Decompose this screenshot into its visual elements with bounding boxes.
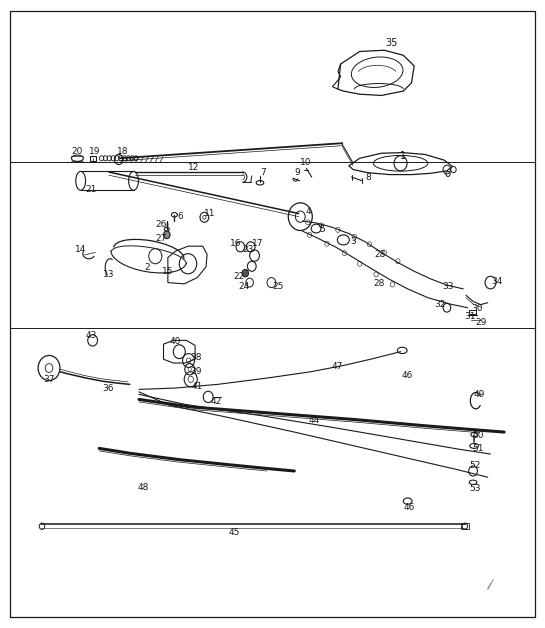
Text: 38: 38	[190, 354, 202, 362]
Text: 32: 32	[435, 300, 446, 309]
Text: 51: 51	[473, 444, 485, 453]
Text: 33: 33	[442, 283, 454, 291]
Text: 7: 7	[260, 168, 265, 176]
Text: 25: 25	[272, 282, 283, 291]
Text: 26: 26	[156, 220, 167, 229]
Text: 1: 1	[400, 151, 407, 161]
Text: 8: 8	[366, 173, 371, 182]
Circle shape	[242, 269, 249, 277]
Text: 27: 27	[156, 234, 167, 242]
Text: 30: 30	[471, 305, 483, 313]
Text: 9: 9	[295, 168, 300, 177]
Text: 18: 18	[117, 147, 129, 156]
Text: 50: 50	[473, 431, 485, 440]
Text: 49: 49	[474, 390, 485, 399]
Text: 45: 45	[229, 528, 240, 537]
Text: 34: 34	[492, 277, 502, 286]
Text: 23: 23	[243, 245, 253, 254]
Text: 46: 46	[403, 503, 414, 512]
Text: 43: 43	[86, 331, 97, 340]
Text: 37: 37	[43, 375, 55, 384]
Text: 42: 42	[210, 398, 221, 406]
Text: 35: 35	[385, 38, 397, 48]
Text: 20: 20	[72, 147, 83, 156]
Bar	[461, 523, 469, 529]
Text: 53: 53	[469, 484, 481, 493]
Text: 48: 48	[137, 483, 148, 492]
Circle shape	[164, 231, 170, 239]
Text: 15: 15	[162, 268, 174, 276]
Text: 6: 6	[177, 212, 183, 220]
Text: 24: 24	[239, 283, 250, 291]
Text: 40: 40	[170, 337, 181, 346]
Text: 4: 4	[305, 207, 311, 215]
Text: 16: 16	[229, 239, 241, 247]
Text: 17: 17	[251, 239, 263, 247]
Text: 41: 41	[192, 382, 203, 391]
Bar	[469, 310, 476, 314]
Text: 28: 28	[375, 251, 386, 259]
Text: 11: 11	[204, 209, 216, 218]
Text: 36: 36	[102, 384, 114, 392]
Text: 47: 47	[331, 362, 342, 371]
Text: 28: 28	[373, 279, 384, 288]
Text: 13: 13	[103, 270, 115, 279]
Text: 19: 19	[88, 147, 100, 156]
Text: 3: 3	[350, 237, 356, 246]
Text: 14: 14	[75, 246, 86, 254]
Text: 44: 44	[308, 416, 319, 425]
Text: 46: 46	[402, 371, 413, 380]
Text: 2: 2	[144, 263, 150, 272]
Text: 10: 10	[300, 158, 312, 167]
Text: 5: 5	[319, 225, 325, 234]
Text: 39: 39	[190, 367, 202, 376]
Text: 29: 29	[476, 318, 487, 327]
Text: 21: 21	[86, 185, 96, 194]
Text: 12: 12	[188, 163, 199, 171]
Text: 52: 52	[470, 462, 481, 470]
Bar	[90, 156, 96, 161]
Text: 22: 22	[233, 272, 244, 281]
Text: 31: 31	[464, 312, 476, 321]
